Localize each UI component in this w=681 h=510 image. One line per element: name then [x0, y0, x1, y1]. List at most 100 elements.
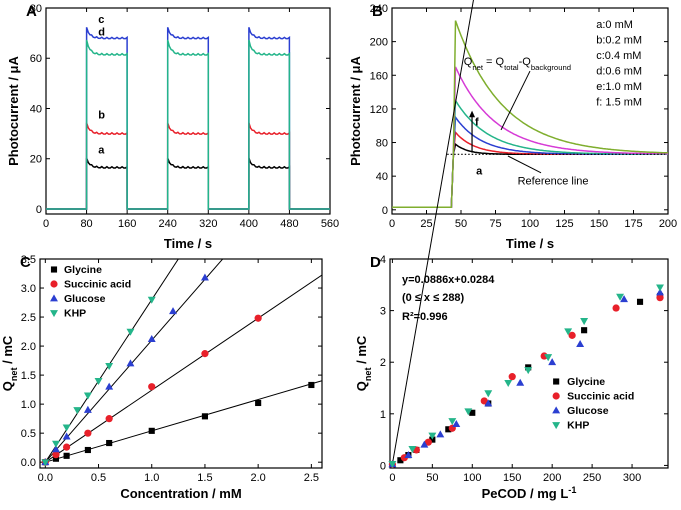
panel-c-frame — [39, 258, 323, 469]
data-point-succinic-acid — [656, 294, 664, 302]
series-label-b: b — [98, 110, 105, 122]
y-axis-label-d: Qnet / mC — [354, 335, 373, 391]
data-point-glucose — [83, 405, 92, 413]
data-point-khp — [448, 418, 457, 426]
y-tick-label-b: 240 — [370, 3, 388, 15]
x-tick-label-c: 1.5 — [197, 472, 212, 484]
data-point-succinic-acid — [508, 373, 516, 381]
x-tick-label-a: 240 — [159, 218, 177, 230]
x-tick-label-b: 100 — [521, 218, 539, 230]
arrow-end-label: f — [475, 117, 479, 129]
fit-line-khp — [44, 259, 179, 463]
x-tick-label-a: 560 — [321, 218, 339, 230]
x-axis-label-b: Time / s — [506, 236, 554, 251]
legend-marker-glycine — [50, 266, 58, 273]
legend-label: KHP — [567, 420, 589, 432]
traces-a — [46, 27, 330, 210]
x-tick-label-a: 160 — [118, 218, 136, 230]
data-point-khp — [41, 459, 50, 467]
x-tick-label-b: 50 — [455, 218, 467, 230]
x-tick-label-b: 175 — [624, 218, 642, 230]
y-axis-label-c: Qnet / mC — [0, 335, 19, 391]
x-axis-label-c: Concentration / mM — [120, 486, 241, 501]
series-line-c — [392, 115, 668, 209]
y-tick-label-c: 0.5 — [21, 428, 36, 440]
legend-label: Glycine — [64, 264, 102, 276]
data-point-glucose — [169, 307, 177, 315]
data-point-glucose — [420, 440, 429, 448]
panel-label-d: D — [370, 254, 381, 271]
x-tick-label-b: 150 — [590, 218, 608, 230]
x-tick-label-a: 80 — [80, 218, 92, 230]
x-tick-label-d: 150 — [503, 472, 521, 484]
data-point-khp — [52, 440, 60, 448]
data-point-succinic-acid — [568, 331, 576, 339]
data-point-khp — [504, 379, 513, 387]
x-tick-label-b: 75 — [489, 218, 501, 230]
x-tick-label-d: 250 — [583, 472, 601, 484]
y-tick-label-d: 3 — [380, 306, 386, 318]
data-point-glycine — [201, 413, 209, 420]
x-tick-label-c: 2.5 — [304, 472, 319, 484]
y-tick-label-b: 40 — [376, 171, 388, 183]
legend-marker-khp — [552, 422, 561, 430]
panel-label-a: A — [26, 3, 37, 20]
data-point-glycine — [469, 409, 476, 416]
x-tick-label-a: 0 — [43, 218, 49, 230]
data-point-succinic-acid — [84, 429, 92, 437]
data-point-glycine — [63, 452, 70, 459]
x-tick-label-b: 25 — [420, 218, 432, 230]
data-point-glycine — [255, 399, 262, 407]
y-tick-label-a: 20 — [30, 154, 42, 166]
panel-label-b: B — [372, 3, 383, 20]
y-tick-label-a: 80 — [30, 3, 42, 15]
y-tick-label-c: 2.5 — [21, 312, 36, 324]
data-point-glycine — [581, 327, 588, 334]
legend-marker-glycine — [553, 378, 560, 385]
x-axis-label-a: Time / s — [164, 236, 212, 251]
concentration-legend-entry: c:0.4 mM — [596, 50, 641, 62]
series-line-b — [392, 130, 668, 209]
data-point-khp — [126, 328, 135, 336]
series-label-d: d — [98, 27, 105, 39]
fit-lines-c — [44, 259, 322, 463]
fit-range: (0 ≤ x ≤ 288) — [402, 292, 465, 304]
x-tick-label-d: 100 — [463, 472, 481, 484]
x-tick-label-d: 0 — [389, 472, 395, 484]
data-point-khp — [147, 296, 156, 304]
series-line-c — [46, 27, 330, 210]
panel-b: 0 25 50 75 100 125 150 175 200 0 40 80 120 160 200 240B… — [348, 3, 677, 251]
data-point-khp — [544, 354, 553, 362]
x-tick-label-c: 1.0 — [144, 472, 159, 484]
y-tick-label-c: 0.0 — [21, 457, 36, 469]
concentration-legend-entry: b:0.2 mM — [596, 35, 642, 47]
data-point-glycine — [148, 427, 155, 434]
data-point-glucose — [452, 419, 461, 428]
x-tick-label-c: 0.0 — [38, 472, 53, 484]
data-point-glucose — [52, 445, 60, 453]
series-khp — [388, 284, 664, 469]
y-tick-label-a: 40 — [30, 103, 42, 115]
x-tick-label-b: 125 — [555, 218, 573, 230]
legend-label: Glucose — [64, 293, 106, 305]
legend-marker-succinic-acid — [552, 392, 560, 400]
legend-label: Glycine — [567, 376, 605, 388]
legend-marker-glucose — [552, 406, 561, 414]
data-point-khp — [105, 362, 114, 370]
data-point-glucose — [484, 399, 493, 407]
y-tick-label-a: 0 — [36, 204, 42, 216]
y-tick-label-c: 3.5 — [21, 254, 36, 266]
data-point-khp — [408, 446, 417, 454]
x-axis-label-d: PeCOD / mg L-1 — [482, 485, 577, 501]
fit-line-glycine — [45, 380, 322, 463]
fit-line-glucose — [44, 259, 224, 463]
qnet-equation: Qnet = Qtotal-Qbackground — [464, 56, 571, 72]
data-point-succinic-acid — [424, 438, 432, 446]
concentration-legend-entry: a:0 mM — [596, 19, 633, 31]
y-tick-label-c: 1.5 — [21, 370, 36, 382]
series-line-d — [46, 39, 330, 210]
data-point-glucose — [576, 340, 585, 348]
data-point-glycine — [636, 298, 644, 305]
data-point-khp — [564, 328, 573, 336]
